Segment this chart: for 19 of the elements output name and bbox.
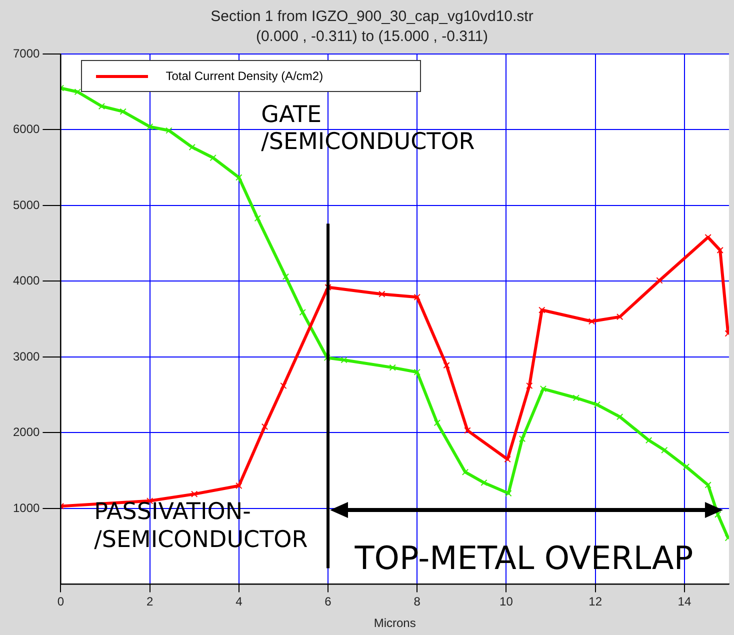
chart-title: Section 1 from IGZO_900_30_cap_vg10vd10.str: [210, 8, 534, 26]
x-tick-label: 4: [236, 594, 243, 609]
y-tick-label: 3000: [12, 349, 40, 364]
x-tick-label: 12: [588, 594, 602, 609]
y-tick-label: 6000: [12, 122, 40, 136]
x-tick-label: 6: [324, 594, 332, 609]
x-tick-label: 8: [414, 594, 421, 609]
y-tick-label: 4000: [12, 274, 40, 288]
x-tick-label: 2: [146, 594, 154, 609]
x-tick-label: 10: [500, 594, 514, 609]
x-tick-label: 0: [57, 594, 64, 609]
y-tick-label: 1000: [12, 500, 40, 515]
x-axis-title: Microns: [374, 616, 416, 630]
legend-label: Total Current Density (A/cm2): [166, 69, 324, 83]
y-tick-label: 5000: [12, 198, 40, 212]
x-tick-label: 14: [678, 594, 692, 609]
y-tick-label: 2000: [12, 425, 40, 440]
chart-subtitle: (0.000 , -0.311) to (15.000 , -0.311): [256, 28, 488, 46]
y-tick-label: 7000: [12, 46, 40, 60]
